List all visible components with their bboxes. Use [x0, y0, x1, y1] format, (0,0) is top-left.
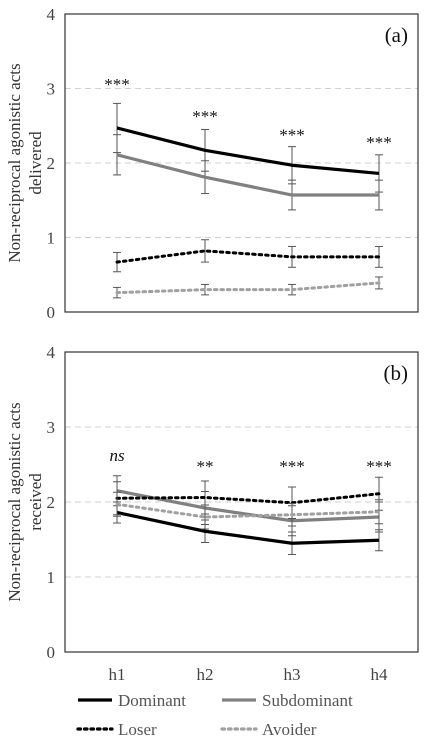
- y-axis-label-line: delivered: [26, 131, 45, 195]
- y-tick-label: 2: [47, 154, 56, 173]
- panel-a: 0 1 2 3 4 (a) Non-reciprocal agonistic acts del…: [5, 5, 419, 322]
- x-tick-label: h4: [371, 665, 389, 684]
- y-axis-label-line: received: [26, 473, 45, 531]
- y-tick-label: 0: [47, 643, 56, 662]
- series-line: [115, 492, 381, 505]
- y-tick-label: 3: [47, 418, 56, 437]
- y-tick-label: 1: [47, 229, 56, 248]
- y-tick-label: 3: [47, 80, 56, 99]
- legend: Dominant Subdominant Loser Avoider: [76, 691, 353, 739]
- plot-frame: [64, 351, 419, 653]
- series-avoider: [113, 276, 383, 299]
- panel-b: 0 1 2 3 4 (b) Non-reciprocal agonistic acts rec…: [5, 343, 419, 684]
- series-dominant: [113, 501, 383, 555]
- legend-label: Avoider: [262, 720, 317, 739]
- significance-label: ns: [109, 446, 125, 465]
- series-dominant: [113, 102, 383, 193]
- series-line: [115, 281, 381, 295]
- x-tick-label: h2: [197, 665, 214, 684]
- significance-label: ***: [366, 457, 392, 476]
- y-tick-label: 4: [47, 5, 56, 24]
- series-subdominant: [113, 134, 383, 211]
- series-line: [115, 249, 381, 264]
- y-axis-label-line: Non-reciprocal agonistic acts: [5, 63, 24, 262]
- y-axis-label-line: Non-reciprocal agonistic acts: [5, 402, 24, 601]
- y-axis-label: Non-reciprocal agonistic acts received: [5, 402, 45, 601]
- significance-label: ***: [192, 107, 218, 126]
- series-line: [116, 153, 379, 197]
- legend-item-dominant: Dominant: [78, 691, 186, 710]
- significance-label: **: [197, 457, 214, 476]
- y-tick-label: 0: [47, 303, 56, 322]
- legend-label: Dominant: [118, 691, 186, 710]
- significance-label: ***: [279, 126, 305, 145]
- x-tick-label: h3: [284, 665, 301, 684]
- y-axis-label: Non-reciprocal agonistic acts delivered: [5, 63, 45, 262]
- plot-frame: [64, 13, 419, 313]
- series-loser: [113, 239, 383, 273]
- significance-label: ***: [366, 133, 392, 152]
- x-tick-label: h1: [109, 665, 126, 684]
- legend-label: Loser: [118, 720, 157, 739]
- legend-item-avoider: Avoider: [220, 720, 317, 739]
- legend-item-loser: Loser: [76, 720, 157, 739]
- legend-label: Subdominant: [262, 691, 353, 710]
- series-line: [116, 510, 380, 545]
- series-line: [116, 126, 380, 176]
- y-tick-label: 1: [47, 568, 56, 587]
- series-line: [115, 502, 381, 519]
- series-subdominant: [113, 475, 383, 537]
- panel-label: (a): [385, 23, 408, 47]
- y-tick-label: 4: [47, 343, 56, 362]
- series-avoider: [113, 491, 383, 530]
- panel-label: (b): [384, 361, 409, 385]
- significance-label: ***: [279, 457, 305, 476]
- y-tick-label: 2: [47, 493, 56, 512]
- legend-item-subdominant: Subdominant: [222, 691, 353, 710]
- significance-label: ***: [104, 75, 130, 94]
